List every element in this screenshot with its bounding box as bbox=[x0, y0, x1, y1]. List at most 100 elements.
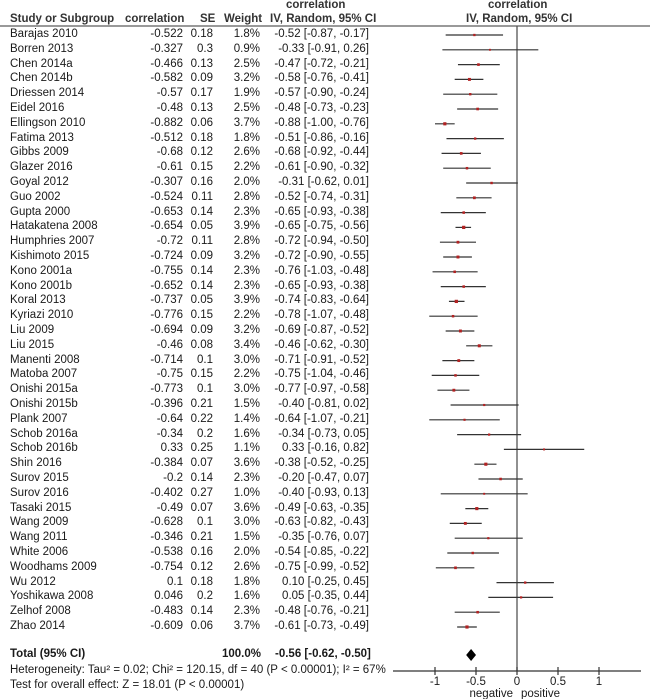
table-row: Matoba 2007 -0.75 0.15 2.2% -0.75 [-1.04, -0… bbox=[0, 368, 380, 383]
weight-value: 3.2% bbox=[233, 250, 260, 262]
correlation-value: -0.882 bbox=[150, 116, 183, 129]
ci-value: -0.65 [-0.93, -0.38] bbox=[274, 205, 369, 218]
ci-value: -0.75 [-0.99, -0.52] bbox=[274, 560, 369, 573]
weight-value: 2.0% bbox=[233, 546, 260, 558]
se-value: 0.09 bbox=[190, 250, 213, 262]
study-name: Gibbs 2009 bbox=[10, 146, 69, 159]
weight-value: 1.4% bbox=[233, 412, 260, 425]
study-name: Zhao 2014 bbox=[10, 620, 65, 632]
ci-value: 0.10 [-0.25, 0.45] bbox=[282, 575, 369, 588]
study-name: Glazer 2016 bbox=[10, 161, 73, 174]
se-value: 0.27 bbox=[190, 486, 213, 499]
ci-value: -0.63 [-0.82, -0.43] bbox=[274, 516, 369, 529]
correlation-value: -0.714 bbox=[150, 353, 183, 366]
total-weight: 100.0% bbox=[222, 648, 262, 660]
table-row: Chen 2014b -0.582 0.09 3.2% -0.58 [-0.76, -0… bbox=[0, 72, 380, 87]
se-value: 0.13 bbox=[190, 57, 213, 70]
ci-value: -0.40 [-0.93, 0.13] bbox=[278, 486, 369, 499]
se-value: 0.18 bbox=[190, 28, 213, 40]
ci-value: -0.71 [-0.91, -0.52] bbox=[274, 353, 369, 366]
study-name: White 2006 bbox=[10, 546, 69, 558]
study-name: Schob 2016b bbox=[10, 442, 78, 455]
point-estimate bbox=[490, 181, 493, 185]
weight-value: 3.6% bbox=[233, 457, 260, 470]
ci-value: -0.78 [-1.07, -0.48] bbox=[274, 309, 369, 322]
study-name: Zelhof 2008 bbox=[10, 605, 71, 618]
weight-value: 2.8% bbox=[233, 190, 260, 203]
point-estimate bbox=[488, 48, 491, 51]
correlation-value: -0.522 bbox=[150, 28, 183, 40]
table-row: Kishimoto 2015 -0.724 0.09 3.2% -0.72 [-0.90… bbox=[0, 250, 380, 265]
correlation-value: -0.307 bbox=[150, 176, 183, 188]
table-row: Woodhams 2009 -0.754 0.12 2.6% -0.75 [-0.99,… bbox=[0, 561, 380, 576]
correlation-value: -0.538 bbox=[150, 546, 183, 558]
header-weight: Weight bbox=[224, 13, 263, 25]
se-value: 0.14 bbox=[190, 472, 213, 484]
weight-value: 3.7% bbox=[233, 620, 260, 632]
study-name: Ellingson 2010 bbox=[10, 116, 86, 129]
study-name: Plank 2007 bbox=[10, 412, 68, 425]
point-estimate bbox=[456, 240, 460, 244]
point-estimate bbox=[473, 33, 476, 37]
table-row: Shin 2016 -0.384 0.07 3.6% -0.38 [-0.52, -0.… bbox=[0, 457, 380, 472]
table-row: Eidel 2016 -0.48 0.13 2.5% -0.48 [-0.73, -0.… bbox=[0, 102, 380, 117]
table-row: Kono 2001b -0.652 0.14 2.3% -0.65 [-0.93, -0… bbox=[0, 280, 380, 295]
point-estimate bbox=[451, 314, 455, 318]
weight-value: 1.5% bbox=[233, 531, 260, 544]
se-value: 0.08 bbox=[190, 338, 213, 351]
study-name: Chen 2014b bbox=[10, 72, 73, 85]
ci-value: -0.33 [-0.91, 0.26] bbox=[278, 42, 369, 55]
correlation-value: -0.396 bbox=[150, 398, 183, 410]
ci-value: -0.31 [-0.62, 0.01] bbox=[278, 176, 369, 188]
table-row: Schob 2016a -0.34 0.2 1.6% -0.34 [-0.73, 0.0… bbox=[0, 428, 380, 443]
tick-label: 1 bbox=[596, 676, 602, 688]
study-name: Kono 2001b bbox=[10, 279, 73, 292]
ci-value: -0.51 [-0.86, -0.16] bbox=[274, 131, 369, 144]
tick-label: -1 bbox=[430, 676, 440, 688]
weight-value: 3.7% bbox=[233, 116, 260, 129]
point-estimate bbox=[465, 625, 469, 629]
table-row: Plank 2007 -0.64 0.22 1.4% -0.64 [-1.07, -0.… bbox=[0, 413, 380, 428]
se-value: 0.07 bbox=[190, 457, 213, 470]
table-row: Borren 2013 -0.327 0.3 0.9% -0.33 [-0.91, 0.… bbox=[0, 43, 380, 58]
study-name: Humphries 2007 bbox=[10, 235, 95, 248]
study-name: Wu 2012 bbox=[10, 575, 56, 588]
weight-value: 1.8% bbox=[233, 28, 260, 40]
correlation-value: -0.654 bbox=[150, 220, 183, 233]
tick-label: 0.5 bbox=[550, 676, 566, 688]
study-name: Wang 2011 bbox=[10, 531, 68, 544]
point-estimate bbox=[467, 77, 471, 81]
ci-value: -0.72 [-0.94, -0.50] bbox=[274, 235, 369, 248]
ci-value: -0.46 [-0.62, -0.30] bbox=[274, 338, 369, 351]
ci-value: -0.77 [-0.97, -0.58] bbox=[274, 383, 369, 396]
ci-value: 0.05 [-0.35, 0.44] bbox=[282, 590, 369, 603]
table-row: Humphries 2007 -0.72 0.11 2.8% -0.72 [-0.94,… bbox=[0, 235, 380, 250]
correlation-value: -0.384 bbox=[150, 457, 183, 470]
weight-value: 2.2% bbox=[233, 309, 260, 322]
point-estimate bbox=[476, 107, 479, 111]
table-row: Onishi 2015b -0.396 0.21 1.5% -0.40 [-0.81, … bbox=[0, 398, 380, 413]
se-value: 0.09 bbox=[190, 324, 213, 336]
ci-value: -0.65 [-0.75, -0.56] bbox=[274, 220, 369, 233]
table-row: Gibbs 2009 -0.68 0.12 2.6% -0.68 [-0.92, -0.… bbox=[0, 146, 380, 161]
se-value: 0.06 bbox=[190, 620, 213, 632]
table-row: Driessen 2014 -0.57 0.17 1.9% -0.57 [-0.90, … bbox=[0, 87, 380, 102]
point-estimate bbox=[472, 196, 476, 200]
point-estimate bbox=[443, 122, 447, 126]
study-name: Kyriazi 2010 bbox=[10, 309, 74, 322]
overall-effect-text: Test for overall effect: Z = 18.01 (P < … bbox=[10, 679, 245, 691]
correlation-value: -0.2 bbox=[163, 472, 183, 484]
correlation-value: -0.524 bbox=[150, 190, 183, 203]
correlation-value: -0.755 bbox=[150, 264, 183, 277]
header-plot-bottom: IV, Random, 95% CI bbox=[466, 13, 573, 25]
weight-value: 3.2% bbox=[233, 324, 260, 336]
ci-value: -0.64 [-1.07, -0.21] bbox=[274, 412, 369, 425]
study-name: Shin 2016 bbox=[10, 457, 62, 470]
heterogeneity-text: Heterogeneity: Tau² = 0.02; Chi² = 120.1… bbox=[10, 664, 386, 676]
correlation-value: -0.773 bbox=[150, 383, 183, 396]
point-estimate bbox=[524, 581, 527, 584]
table-row: Kyriazi 2010 -0.776 0.15 2.2% -0.78 [-1.07, … bbox=[0, 309, 380, 324]
study-name: Guo 2002 bbox=[10, 190, 61, 203]
study-name: Liu 2009 bbox=[10, 324, 55, 336]
ci-value: -0.72 [-0.90, -0.55] bbox=[274, 250, 369, 262]
